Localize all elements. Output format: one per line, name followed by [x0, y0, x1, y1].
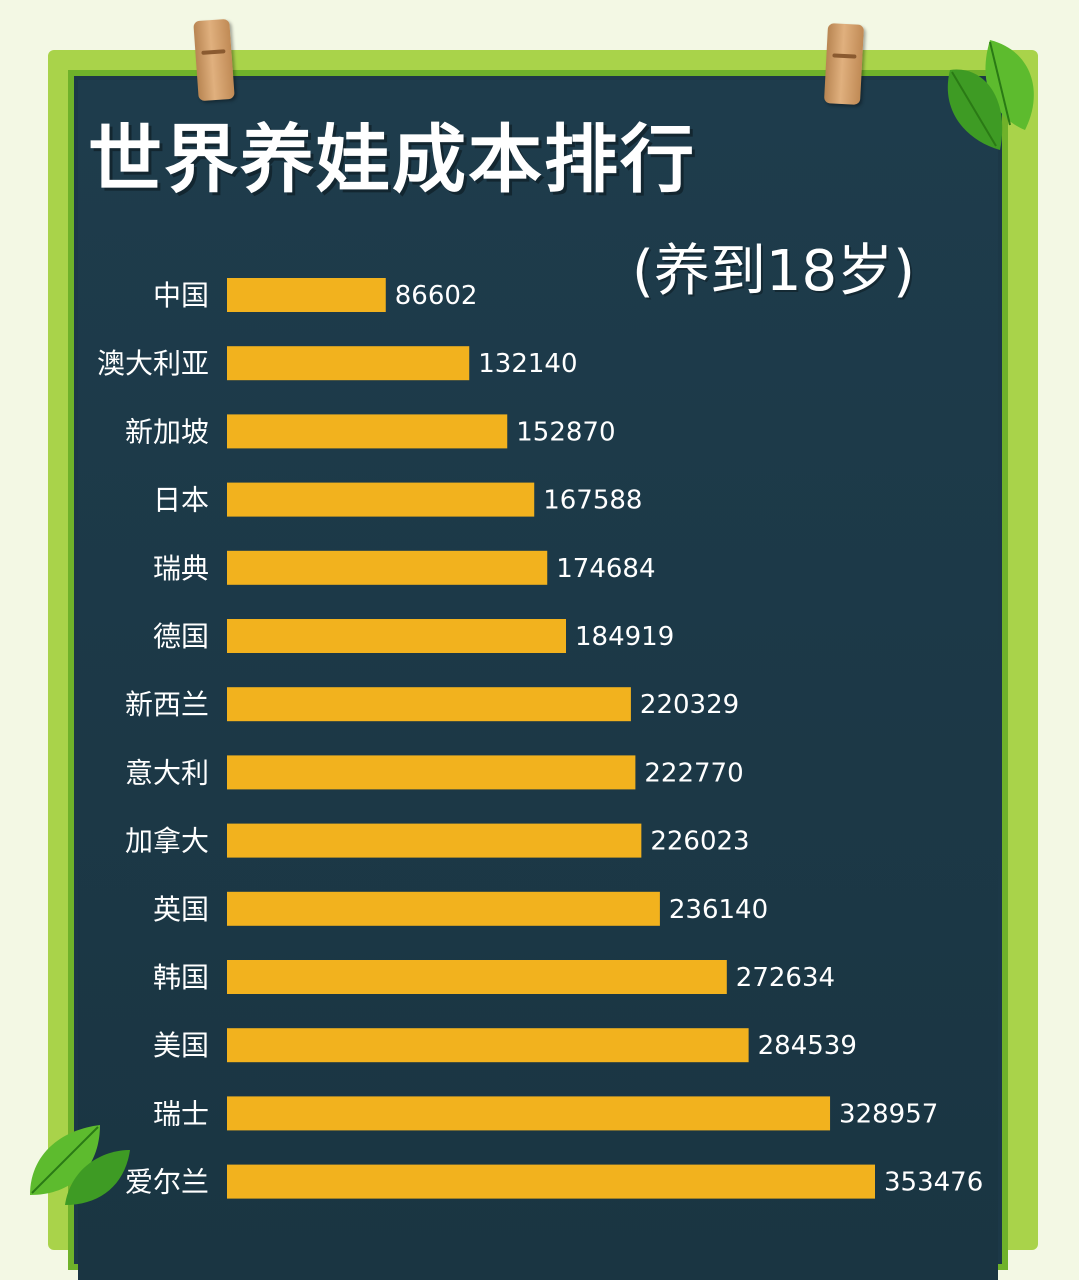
- bar-chart: 中国 86602 澳大利亚 132140 新加坡 152870 日本 167588 瑞典 1746…: [97, 278, 983, 1199]
- chart-title: 世界养娃成本排行: [88, 117, 696, 203]
- data-label: 353476: [884, 1168, 983, 1198]
- bar: [227, 1028, 749, 1063]
- data-label: 284539: [758, 1031, 857, 1061]
- bar: [227, 482, 535, 517]
- bar: [227, 346, 470, 381]
- category-label: 中国: [153, 279, 209, 312]
- bar: [227, 619, 566, 653]
- category-label: 爱尔兰: [125, 1166, 209, 1199]
- category-label: 英国: [153, 893, 209, 926]
- leaf-top-right-icon: [947, 40, 1034, 150]
- category-label: 瑞典: [153, 552, 209, 585]
- category-label: 澳大利亚: [97, 347, 209, 380]
- category-label: 新西兰: [125, 688, 209, 721]
- bar: [227, 960, 727, 994]
- category-label: 瑞士: [153, 1097, 209, 1130]
- bar: [227, 278, 386, 312]
- data-label: 167588: [543, 486, 642, 516]
- category-label: 新加坡: [125, 415, 209, 448]
- bar: [227, 1164, 875, 1199]
- data-label: 174684: [556, 554, 655, 584]
- bar: [227, 414, 508, 449]
- data-label: 152870: [516, 417, 615, 447]
- category-label: 加拿大: [125, 825, 209, 858]
- leaf-bottom-left-icon: [30, 1125, 130, 1205]
- bar: [227, 891, 660, 926]
- data-label: 272634: [736, 963, 835, 993]
- data-label: 220329: [640, 690, 739, 720]
- bar: [227, 550, 548, 585]
- category-label: 美国: [153, 1029, 209, 1062]
- data-label: 226023: [650, 827, 749, 857]
- data-label: 236140: [669, 895, 768, 925]
- data-label: 328957: [839, 1099, 938, 1129]
- category-label: 德国: [153, 620, 209, 653]
- data-label: 222770: [644, 758, 743, 788]
- bar: [227, 823, 642, 858]
- chart-subtitle: (养到18岁): [632, 239, 915, 304]
- data-label: 184919: [575, 622, 674, 652]
- bar: [227, 755, 636, 790]
- category-label: 日本: [153, 484, 209, 517]
- bar: [227, 1096, 831, 1131]
- bar: [227, 687, 631, 722]
- category-label: 韩国: [153, 961, 209, 994]
- data-label: 86602: [395, 281, 478, 311]
- category-label: 意大利: [125, 756, 209, 789]
- data-label: 132140: [478, 349, 577, 379]
